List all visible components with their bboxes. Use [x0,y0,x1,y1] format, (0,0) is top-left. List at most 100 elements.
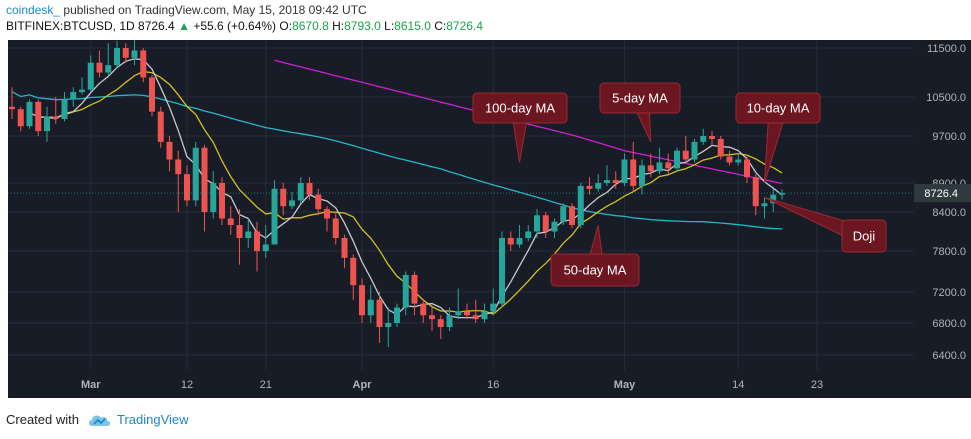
header-line-1: coindesk_ published on TradingView.com, … [6,3,367,17]
callout-box [472,92,568,124]
candle-body [542,215,549,232]
candle-body [639,165,645,186]
price-change: +55.6 (+0.64%) [193,19,277,33]
ma-10-line [38,70,783,315]
y-tick-label: 7200.0 [932,287,966,299]
close-label: C: [434,19,447,33]
candle-body [332,218,339,238]
candle-body [394,307,400,323]
candle-body [52,116,59,119]
candle-body [429,315,435,320]
candle-body [245,231,252,238]
candle-body [630,159,637,186]
open-label: O: [279,19,293,33]
candle-body [709,136,715,139]
candle-body [297,183,304,201]
candle-body [612,180,619,183]
candle-body [586,185,593,189]
candle-body [647,165,654,172]
candle-body [464,311,470,316]
callout-label: 5-day MA [612,91,668,106]
candle-body [341,238,348,258]
y-tick-label: 7800.0 [932,246,966,258]
candle-body [350,257,357,286]
candle-body [79,89,85,93]
candle-body [472,315,479,320]
x-tick-label: 16 [487,379,499,391]
candle-body [534,215,540,232]
candle-body [262,244,269,251]
candle-body [595,183,602,189]
ma-100-line [274,59,783,185]
candle-body [131,50,138,58]
candle-body [735,159,742,163]
grid-lines [8,40,914,370]
header-line-2: BITFINEX:BTCUSD, 1D 8726.4 ▲ +55.6 (+0.6… [6,19,483,33]
footer: Created with TradingView [6,412,189,427]
symbol-label: BITFINEX:BTCUSD, 1D [6,19,135,33]
candle-body [324,209,330,219]
last-price-label: 8726.4 [8,184,971,203]
callout-box [841,219,887,253]
candle-body [254,231,260,251]
candle-body [621,159,628,183]
price-axis: 11500.010500.09700.08900.08400.07800.072… [926,43,966,362]
candle-body [665,162,672,169]
y-tick-label: 8400.0 [932,207,966,219]
candle-body [604,180,610,183]
price-axis-background [914,40,971,370]
candlesticks [9,40,785,347]
candle-body [87,62,94,90]
candle-body [402,274,409,308]
candle-body [17,109,24,127]
candle-body [227,218,234,225]
candle-body [175,159,182,175]
last-price: 8726.4 [138,19,175,33]
candle-body [166,141,173,160]
x-tick-label: 23 [811,379,823,391]
candle-body [44,116,50,132]
brand-name[interactable]: coindesk_ [6,3,61,17]
candle-body [70,92,77,100]
close-value: 8726.4 [446,19,483,33]
time-axis: Mar 12 21 Apr 16 May 14 23 [81,379,823,391]
candle-body [481,311,488,320]
candle-body [114,48,120,66]
candle-body [219,183,225,219]
candle-body [499,238,505,304]
x-tick-label: 21 [260,379,272,391]
price-chart[interactable]: 11500.010500.09700.08900.08400.07800.072… [0,40,971,400]
y-tick-label: 9700.0 [932,131,966,143]
candle-body [149,77,155,112]
tradingview-link[interactable]: TradingView [116,412,189,427]
callout-box [550,253,640,287]
up-arrow-icon: ▲ [178,19,190,33]
candle-body [280,188,287,207]
x-tick-label: May [614,379,636,391]
candle-body [551,221,558,232]
open-value: 8670.8 [292,19,329,33]
candle-body [507,238,514,245]
candle-body [236,225,243,238]
y-tick-label: 10500.0 [926,92,966,104]
published-info: published on TradingView.com, May 15, 20… [63,3,367,17]
candle-body [105,65,112,73]
candle-body [700,136,707,142]
candle-body [122,48,129,58]
candle-body [560,206,567,222]
candle-body [577,185,584,225]
candle-body [744,159,750,178]
candle-body [367,299,374,316]
callout-label: 10-day MA [747,101,810,116]
callout-label: 100-day MA [485,101,555,116]
callout-box [599,82,681,114]
candle-body [717,138,724,157]
annotation-callouts: 100-day MA 5-day MA 10-day MA 50-day MA Doji [472,82,887,287]
candle-body [35,101,42,132]
callout-label: 50-day MA [564,263,627,278]
candle-body [779,193,785,195]
high-value: 8793.0 [344,19,381,33]
x-tick-label: Apr [353,379,373,391]
callout-box [735,92,821,124]
candle-body [140,50,147,78]
